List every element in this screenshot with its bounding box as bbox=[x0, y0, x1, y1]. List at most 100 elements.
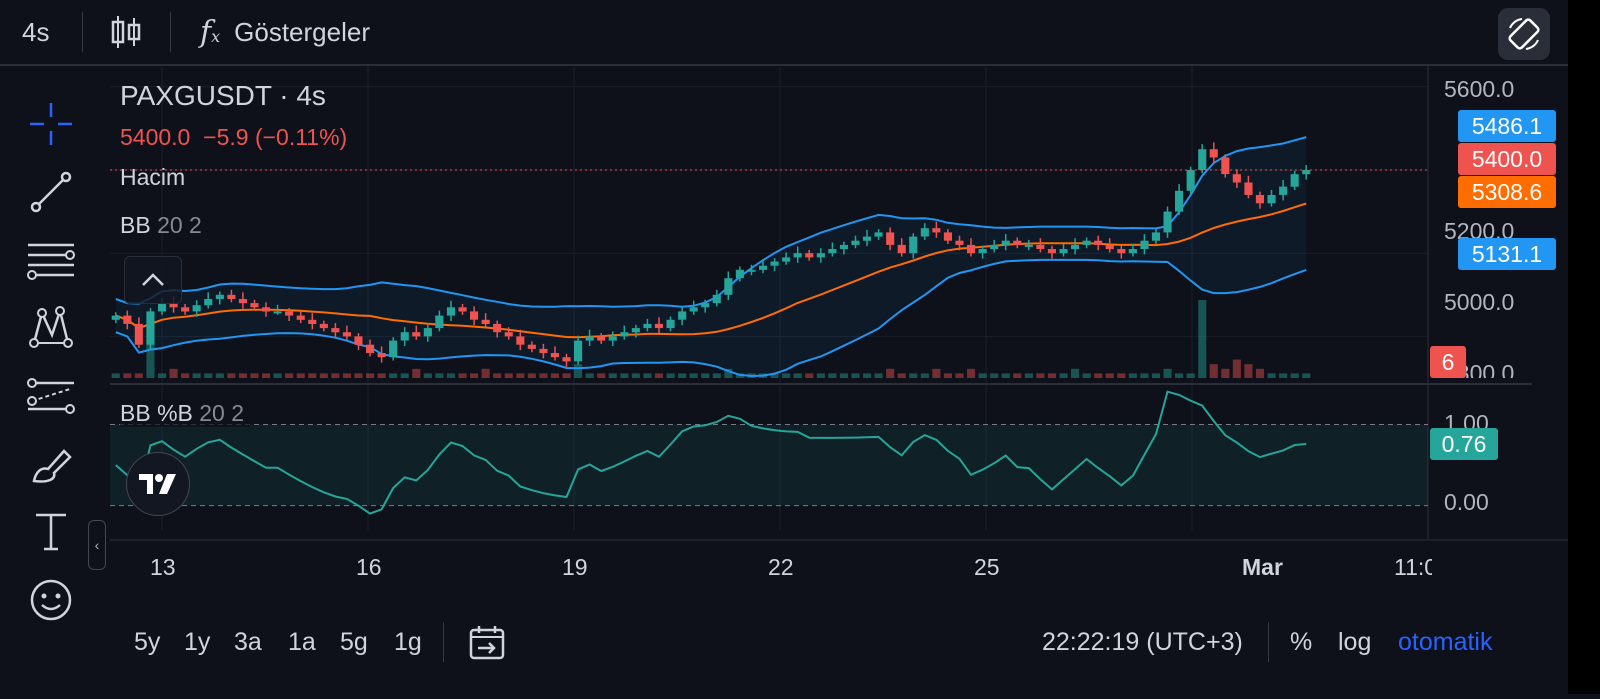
bb-params: 20 2 bbox=[157, 212, 202, 238]
price-tick: 5000.0 bbox=[1444, 289, 1515, 315]
auto-scale-button[interactable]: otomatik bbox=[1398, 627, 1493, 656]
toolbar-collapse-handle[interactable]: ‹ bbox=[88, 520, 106, 570]
range-5y[interactable]: 5y bbox=[134, 627, 161, 656]
volume-legend[interactable]: Hacim bbox=[120, 164, 186, 190]
candle-body bbox=[342, 332, 351, 337]
volume-bar bbox=[134, 373, 143, 378]
volume-bar bbox=[863, 373, 872, 378]
tradingview-logo[interactable] bbox=[126, 452, 190, 516]
candle-body bbox=[631, 328, 640, 333]
trend-line-tool[interactable] bbox=[25, 166, 77, 218]
volume-bar bbox=[851, 373, 860, 378]
candle-body bbox=[1255, 195, 1264, 204]
candle-body bbox=[1209, 149, 1218, 158]
legend-collapse-button[interactable] bbox=[124, 256, 182, 304]
candle-body bbox=[886, 232, 895, 245]
crosshair-tool[interactable] bbox=[25, 98, 77, 150]
volume-bar bbox=[562, 373, 571, 378]
volume-bar bbox=[435, 373, 444, 378]
candle-body bbox=[585, 336, 594, 341]
bb-lower-line bbox=[115, 258, 1307, 378]
volume-bar bbox=[215, 373, 224, 378]
symbol-title[interactable]: PAXGUSDT · 4s bbox=[120, 80, 326, 111]
pctb-params: 20 2 bbox=[199, 400, 245, 426]
volume-bar bbox=[458, 373, 467, 378]
candle-body bbox=[123, 315, 132, 324]
volume-bar bbox=[504, 373, 513, 378]
volume-bar bbox=[111, 373, 120, 378]
range-1y[interactable]: 1y bbox=[184, 627, 211, 656]
candle-body bbox=[793, 253, 802, 258]
candle-body bbox=[643, 323, 652, 329]
indicators-button[interactable]: fx Göstergeler bbox=[200, 0, 370, 64]
volume-bar bbox=[1082, 373, 1091, 378]
smiley-icon bbox=[30, 579, 72, 621]
fib-tool[interactable] bbox=[25, 234, 77, 286]
volume-bar bbox=[1128, 373, 1137, 378]
volume-bar bbox=[1267, 373, 1276, 378]
chart-type-button[interactable] bbox=[110, 0, 142, 64]
candle-body bbox=[134, 323, 143, 345]
volume-bar bbox=[1198, 300, 1207, 378]
candle-body bbox=[111, 315, 120, 320]
volume-bar bbox=[169, 368, 178, 378]
crosshair-icon bbox=[30, 103, 72, 145]
volume-bar bbox=[1094, 373, 1103, 378]
bb-legend[interactable]: BB 20 2 bbox=[120, 212, 202, 239]
volume-bar bbox=[377, 373, 386, 378]
volume-bar bbox=[550, 373, 559, 378]
text-tool[interactable] bbox=[25, 506, 77, 558]
candle-body bbox=[770, 261, 779, 266]
emoji-tool[interactable] bbox=[25, 574, 77, 626]
volume-bar bbox=[585, 373, 594, 378]
pctb-legend[interactable]: BB %B 20 2 bbox=[120, 400, 251, 427]
volume-bar bbox=[285, 373, 294, 378]
candle-body bbox=[909, 236, 918, 254]
interval-button[interactable]: 4s bbox=[22, 0, 49, 64]
time-tick: Mar bbox=[1242, 554, 1283, 580]
trend-line-icon bbox=[30, 171, 72, 213]
volume-bar bbox=[1117, 373, 1126, 378]
candle-body bbox=[562, 357, 571, 362]
pattern-icon bbox=[29, 306, 73, 348]
price-chart[interactable] bbox=[0, 0, 1568, 694]
pattern-tool[interactable] bbox=[25, 302, 77, 354]
text-icon bbox=[36, 513, 66, 551]
volume-bar bbox=[816, 373, 825, 378]
volume-bar bbox=[296, 373, 305, 378]
rotate-screen-button[interactable] bbox=[1498, 8, 1550, 60]
percent-scale-button[interactable]: % bbox=[1290, 627, 1313, 656]
range-5g[interactable]: 5g bbox=[340, 627, 368, 656]
candle-body bbox=[192, 305, 201, 312]
volume-bar bbox=[689, 373, 698, 378]
volume-bar bbox=[712, 373, 721, 378]
prediction-tool[interactable] bbox=[25, 370, 77, 422]
candle-body bbox=[1186, 170, 1195, 191]
range-1g[interactable]: 1g bbox=[394, 627, 422, 656]
candle-body bbox=[1036, 244, 1045, 250]
bb-basis-line bbox=[115, 202, 1307, 339]
volume-bar bbox=[1209, 364, 1218, 378]
candle-body bbox=[527, 344, 536, 349]
candle-body bbox=[1198, 149, 1207, 170]
range-1a[interactable]: 1a bbox=[288, 627, 316, 656]
candle-body bbox=[816, 253, 825, 258]
volume-bar bbox=[493, 373, 502, 378]
volume-bar bbox=[192, 373, 201, 378]
brush-icon bbox=[32, 449, 72, 483]
time-tick: 16 bbox=[356, 554, 382, 580]
brush-tool[interactable] bbox=[25, 438, 77, 490]
log-scale-button[interactable]: log bbox=[1338, 627, 1372, 656]
candle-body bbox=[550, 353, 559, 358]
candle-body bbox=[204, 299, 213, 306]
volume-bar bbox=[319, 373, 328, 378]
go-to-date-button[interactable] bbox=[468, 612, 506, 672]
candle-body bbox=[1267, 195, 1276, 204]
range-3a[interactable]: 3a bbox=[234, 627, 262, 656]
candle-body bbox=[1047, 249, 1056, 254]
candle-body bbox=[955, 240, 964, 245]
clock-timezone[interactable]: 22:22:19 (UTC+3) bbox=[1042, 627, 1243, 656]
volume-bar bbox=[181, 373, 190, 378]
candle-body bbox=[1001, 240, 1010, 245]
